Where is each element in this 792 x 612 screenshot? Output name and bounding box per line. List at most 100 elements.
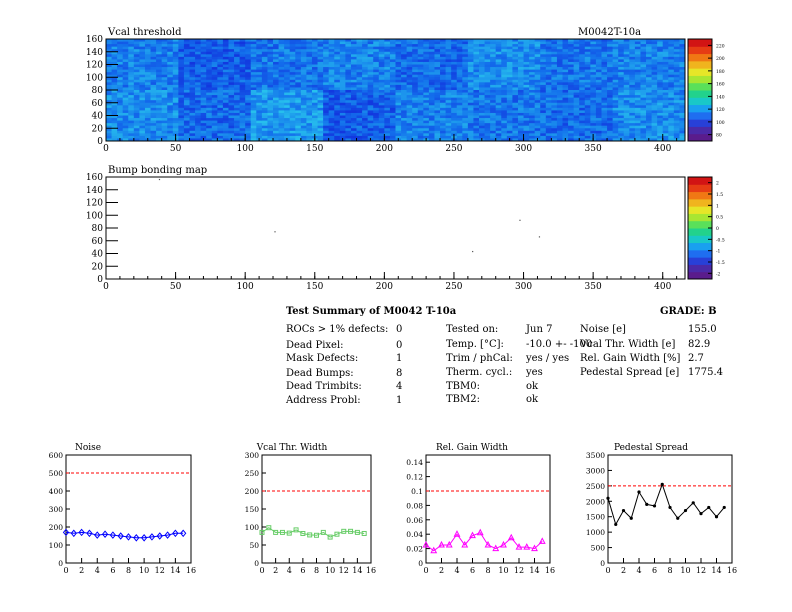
map-pixel-block [267, 107, 274, 111]
map-pixel-block [133, 130, 140, 134]
map-pixel-block [323, 100, 330, 104]
map-pixel-block [161, 82, 168, 86]
map-pixel-block [234, 59, 241, 63]
map-pixel-block [646, 90, 652, 93]
map-pixel-block [584, 123, 591, 127]
x-tick-label: 0 [259, 566, 264, 575]
map-pixel-block [117, 59, 124, 63]
map-pixel-block [378, 107, 385, 111]
map-pixel-block [651, 54, 658, 58]
map-pixel-block [634, 133, 641, 137]
map-pixel-block [245, 125, 252, 129]
map-pixel-block [172, 120, 179, 124]
map-pixel-block [228, 112, 235, 116]
map-pixel-block [590, 95, 597, 99]
map-pixel-block [167, 97, 174, 101]
y-tick-label: 3500 [586, 451, 605, 460]
map-pixel-block [590, 54, 597, 58]
map-pixel-block [228, 44, 235, 48]
map-pixel-block [540, 49, 547, 53]
map-pixel-block [434, 74, 441, 78]
map-pixel-block [183, 125, 190, 129]
map-pixel-block [651, 123, 658, 127]
map-pixel-block [334, 112, 341, 116]
map-pixel-block [150, 120, 157, 124]
map-pixel-block [384, 118, 391, 121]
map-pixel-block [406, 41, 413, 45]
map-pixel-block [267, 39, 274, 42]
map-pixel-block [579, 135, 586, 139]
map-pixel-block [495, 133, 502, 137]
map-pixel-block [562, 77, 569, 81]
map-pixel-block [607, 41, 614, 45]
map-pixel-block [222, 92, 229, 96]
map-pixel-block [345, 49, 352, 53]
map-pixel-block [278, 90, 285, 93]
map-pixel-block [646, 107, 652, 111]
map-pixel-block [306, 44, 313, 48]
x-tick-label: 2 [79, 566, 84, 575]
map-pixel-block [401, 118, 408, 121]
map-pixel-block [339, 39, 346, 42]
condition-value: ok [526, 394, 539, 405]
map-pixel-block [612, 84, 619, 88]
map-pixel-block [401, 112, 408, 116]
map-pixel-block [662, 120, 669, 124]
map-pixel-block [434, 97, 441, 101]
map-pixel-block [668, 41, 675, 45]
map-pixel-block [144, 130, 151, 134]
map-pixel-block [300, 123, 307, 127]
map-pixel-block [189, 67, 196, 70]
map-pixel-block [412, 118, 419, 121]
map-pixel-block [490, 97, 497, 101]
map-pixel-block [618, 138, 625, 142]
map-pixel-block [328, 105, 335, 109]
map-pixel-block [250, 82, 257, 86]
map-pixel-block [462, 123, 469, 127]
map-pixel-block [657, 115, 664, 119]
map-pixel-block [640, 69, 647, 73]
map-pixel-block [300, 112, 307, 116]
map-pixel-block [657, 133, 664, 137]
map-pixel-block [339, 84, 346, 88]
map-pixel-block [323, 46, 330, 50]
map-pixel-block [412, 46, 419, 50]
map-pixel-block [150, 110, 157, 114]
map-pixel-block [256, 49, 263, 53]
map-pixel-block [612, 79, 619, 83]
map-pixel-block [289, 82, 296, 86]
map-pixel-block [311, 69, 318, 73]
map-pixel-block [506, 123, 513, 127]
map-pixel-block [356, 74, 363, 78]
data-point [117, 532, 124, 540]
map-pixel-block [434, 69, 441, 73]
map-pixel-block [590, 79, 597, 83]
map-pixel-block [273, 128, 279, 132]
map-pixel-block [106, 44, 112, 48]
map-pixel-block [273, 67, 279, 70]
map-pixel-block [345, 135, 352, 139]
map-pixel-block [161, 138, 168, 142]
map-pixel-block [556, 74, 563, 78]
map-pixel-block [434, 135, 441, 139]
map-pixel-block [373, 79, 380, 83]
palette-cell [688, 184, 712, 193]
map-pixel-block [479, 92, 485, 96]
map-pixel-block [278, 49, 285, 53]
map-pixel-block [634, 138, 641, 142]
map-pixel-block [311, 59, 318, 63]
map-pixel-block [167, 41, 174, 45]
map-pixel-block [456, 51, 463, 55]
map-pixel-block [590, 128, 597, 132]
map-pixel-block [484, 107, 491, 111]
map-pixel-block [568, 110, 575, 114]
map-pixel-block [584, 72, 591, 76]
y-tick-label: 100 [245, 523, 260, 532]
map-pixel-block [144, 105, 151, 109]
map-pixel-block [473, 79, 480, 83]
map-pixel-block [239, 82, 246, 86]
map-pixel-block [462, 56, 469, 60]
map-pixel-block [311, 74, 318, 78]
map-pixel-block [117, 49, 124, 53]
map-pixel-block [167, 130, 174, 134]
